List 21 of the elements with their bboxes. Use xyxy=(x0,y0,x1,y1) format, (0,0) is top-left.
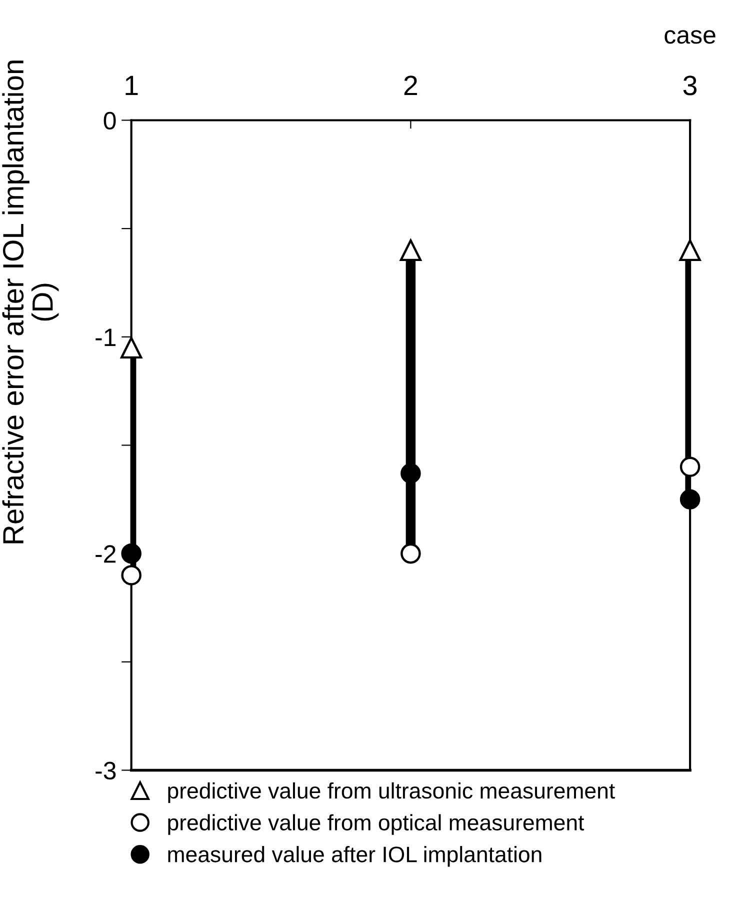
point xyxy=(680,456,700,478)
y-tick-label: -3 xyxy=(96,762,116,780)
y-tick-label: 0 xyxy=(104,112,116,130)
y-tick-label: -1 xyxy=(96,328,116,346)
point xyxy=(400,239,422,262)
y-axis-title: Refractive error after IOL implantation (D) xyxy=(2,60,59,544)
point xyxy=(400,543,421,564)
x-tick-label: 3 xyxy=(683,76,697,96)
x-tick-label: 1 xyxy=(126,76,138,96)
legend-label: predictive value from ultrasonic measurement xyxy=(168,782,615,804)
point xyxy=(400,463,421,484)
y-tick-label: -2 xyxy=(96,545,116,563)
point xyxy=(680,489,700,510)
point xyxy=(121,565,142,586)
point xyxy=(121,543,142,564)
x-axis-title: case xyxy=(664,30,716,44)
legend-label: measured value after IOL implantation xyxy=(168,846,542,867)
x-tick-label: 2 xyxy=(404,76,418,96)
point xyxy=(679,239,701,262)
legend-label: predictive value from optical measurement xyxy=(168,814,584,835)
point xyxy=(120,336,142,359)
